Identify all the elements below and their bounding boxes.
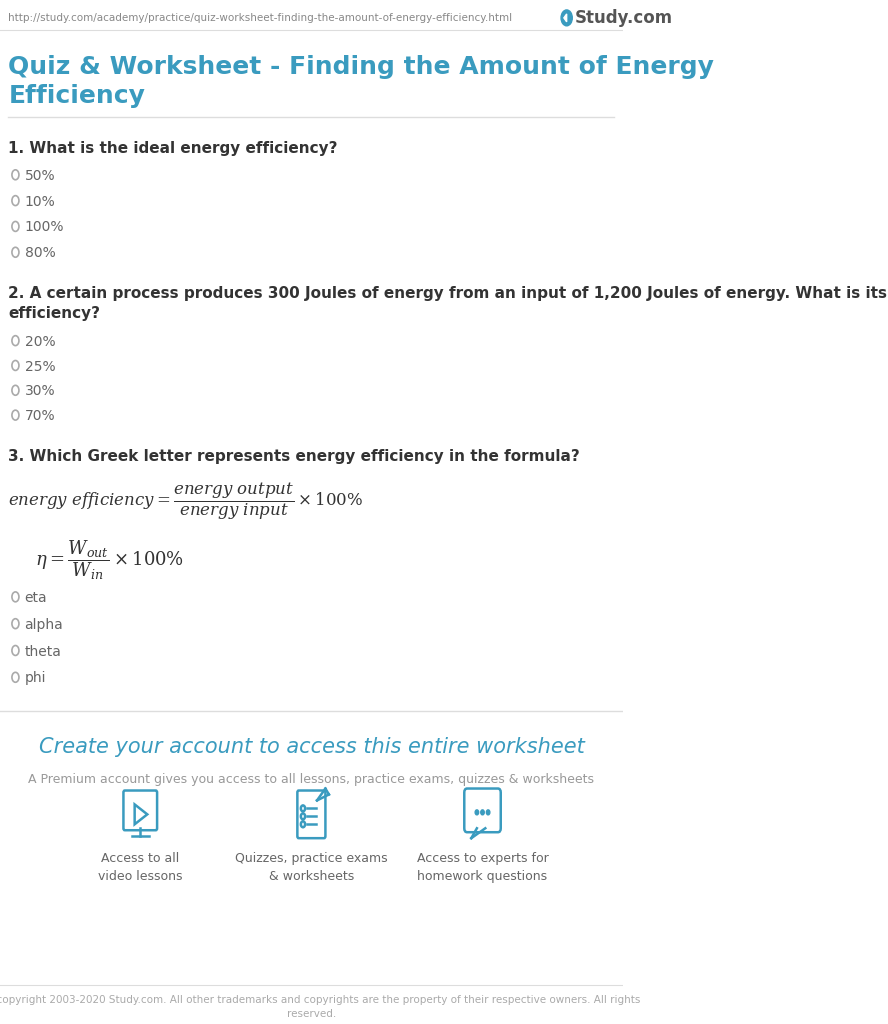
- Circle shape: [475, 810, 479, 815]
- Text: phi: phi: [25, 672, 46, 685]
- Text: © copyright 2003-2020 Study.com. All other trademarks and copyrights are the pro: © copyright 2003-2020 Study.com. All oth…: [0, 995, 640, 1019]
- Text: 30%: 30%: [25, 384, 55, 398]
- Text: 2. A certain process produces 300 Joules of energy from an input of 1,200 Joules: 2. A certain process produces 300 Joules…: [8, 286, 888, 321]
- Text: Access to experts for
homework questions: Access to experts for homework questions: [416, 852, 549, 883]
- Text: 25%: 25%: [25, 359, 55, 374]
- Text: 80%: 80%: [25, 247, 55, 260]
- Text: 3. Which Greek letter represents energy efficiency in the formula?: 3. Which Greek letter represents energy …: [8, 449, 580, 464]
- Circle shape: [487, 810, 490, 815]
- Text: Access to all
video lessons: Access to all video lessons: [98, 852, 183, 883]
- Circle shape: [480, 810, 484, 815]
- Text: Quizzes, practice exams
& worksheets: Quizzes, practice exams & worksheets: [235, 852, 388, 883]
- Text: $\eta = \dfrac{W_{out}}{W_{in}} \times 100\%$: $\eta = \dfrac{W_{out}}{W_{in}} \times 1…: [35, 539, 184, 582]
- Text: 10%: 10%: [25, 195, 55, 209]
- Text: 1. What is the ideal energy efficiency?: 1. What is the ideal energy efficiency?: [8, 141, 338, 156]
- Text: Quiz & Worksheet - Finding the Amount of Energy
Efficiency: Quiz & Worksheet - Finding the Amount of…: [8, 54, 714, 109]
- Polygon shape: [564, 14, 567, 22]
- Text: Create your account to access this entire worksheet: Create your account to access this entir…: [38, 737, 584, 757]
- Circle shape: [561, 10, 572, 26]
- Text: $energy\ efficiency = \dfrac{energy\ output}{energy\ input} \times 100\%$: $energy\ efficiency = \dfrac{energy\ out…: [8, 480, 363, 522]
- Text: 100%: 100%: [25, 220, 64, 234]
- Text: 50%: 50%: [25, 169, 55, 183]
- Text: alpha: alpha: [25, 617, 63, 632]
- Text: theta: theta: [25, 644, 61, 658]
- Text: Study.com: Study.com: [575, 9, 673, 27]
- Text: A Premium account gives you access to all lessons, practice exams, quizzes & wor: A Premium account gives you access to al…: [28, 773, 594, 785]
- Text: 20%: 20%: [25, 335, 55, 349]
- Text: http://study.com/academy/practice/quiz-worksheet-finding-the-amount-of-energy-ef: http://study.com/academy/practice/quiz-w…: [8, 13, 512, 23]
- Text: eta: eta: [25, 591, 47, 605]
- Text: 70%: 70%: [25, 410, 55, 423]
